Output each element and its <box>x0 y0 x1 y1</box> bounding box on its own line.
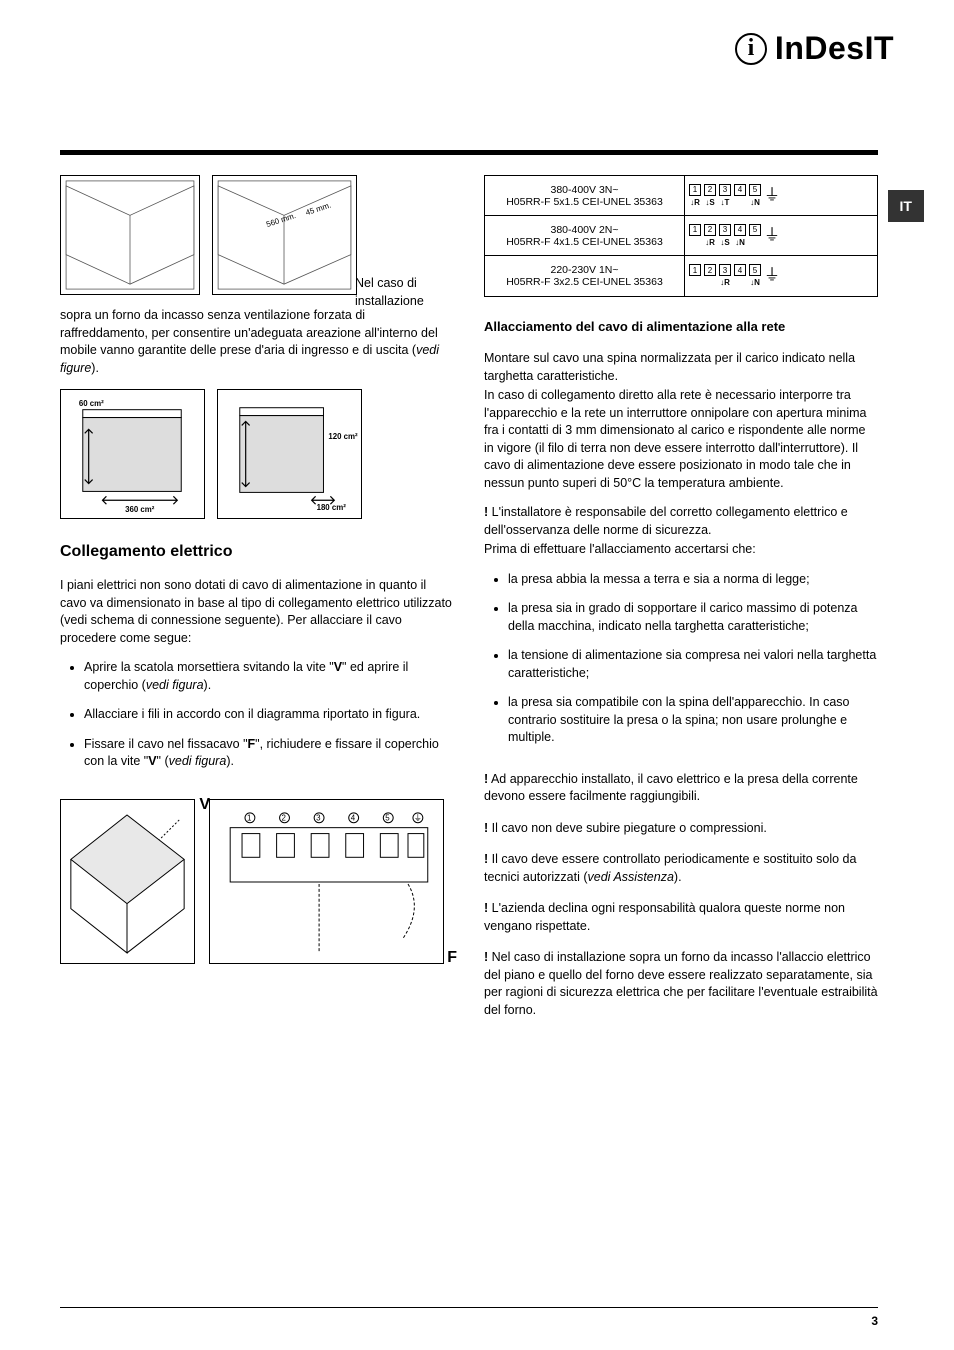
inline-caption: Nel caso di installazione <box>355 275 440 310</box>
figure-f-box: F 1 2 3 4 5 ⏚ <box>209 799 444 964</box>
left-column: 560 mm. 45 mm. Nel caso di installazione… <box>60 175 454 1300</box>
svg-text:3: 3 <box>316 813 321 822</box>
ground-icon: ⏚ <box>764 228 780 244</box>
brand-logo: i InDesIT <box>735 30 894 67</box>
figure-cabinet-2: 560 mm. 45 mm. <box>212 175 357 295</box>
warn-2: ! Ad apparecchio installato, il cavo ele… <box>484 771 878 806</box>
label-f: F <box>447 949 457 967</box>
svg-text:360 cm²: 360 cm² <box>125 505 155 514</box>
right-para1: Montare sul cavo una spina normalizzata … <box>484 350 878 385</box>
svg-text:4: 4 <box>351 813 356 822</box>
svg-text:2: 2 <box>282 813 286 822</box>
check-3: la tensione di alimentazione sia compres… <box>508 647 878 682</box>
svg-text:120 cm²: 120 cm² <box>328 432 358 441</box>
terminal: 4↓N <box>734 224 746 248</box>
sub-heading: Allacciamento del cavo di alimentazione … <box>484 319 878 334</box>
figures-row-2: 60 cm² 360 cm² 120 cm² 180 cm² <box>60 389 454 519</box>
warn-mark: ! <box>484 505 488 519</box>
check-1: la presa abbia la messa a terra e sia a … <box>508 571 878 589</box>
ground-icon: ⏚ <box>764 268 780 284</box>
terminal: 5↓N <box>749 264 761 288</box>
intro-paragraph: sopra un forno da incasso senza ventilaz… <box>60 307 454 377</box>
steps-list: Aprire la scatola morsettiera svitando l… <box>84 659 454 783</box>
language-badge: IT <box>888 190 924 222</box>
para-electrical-intro: I piani elettrici non sono dotati di cav… <box>60 577 454 647</box>
logo-text: InDesIT <box>775 30 894 67</box>
wiring-label: 380-400V 2N~H05RR-F 4x1.5 CEI-UNEL 35363 <box>485 216 685 255</box>
step-2: Allacciare i fili in accordo con il diag… <box>84 706 454 724</box>
check-2: la presa sia in grado di sopportare il c… <box>508 600 878 635</box>
page-number: 3 <box>871 1314 878 1328</box>
warn-3: ! Il cavo non deve subire piegature o co… <box>484 820 878 838</box>
check-intro: Prima di effettuare l'allacciamento acce… <box>484 541 878 559</box>
svg-text:60 cm²: 60 cm² <box>79 399 104 408</box>
v-f-figures: V F 1 2 3 4 5 ⏚ <box>60 799 454 964</box>
terminal: 1 <box>689 264 701 288</box>
terminal: 4 <box>734 184 746 208</box>
heading-electrical: Collegamento elettrico <box>60 543 454 561</box>
wiring-table: 380-400V 3N~H05RR-F 5x1.5 CEI-UNEL 35363… <box>484 175 878 297</box>
footer-divider <box>60 1307 878 1308</box>
figure-ventilation-1: 60 cm² 360 cm² <box>60 389 205 519</box>
logo-i-icon: i <box>735 33 767 65</box>
ground-icon: ⏚ <box>764 188 780 204</box>
terminal: 3↓S <box>719 224 731 248</box>
terminal: 2↓R <box>704 224 716 248</box>
wiring-diagram: 123↓R45↓N⏚ <box>685 256 877 296</box>
svg-text:⏚: ⏚ <box>414 813 422 822</box>
svg-text:180 cm²: 180 cm² <box>317 503 347 512</box>
figure-ventilation-2: 120 cm² 180 cm² <box>217 389 362 519</box>
check-4: la presa sia compatibile con la spina de… <box>508 694 878 747</box>
terminal: 1 <box>689 224 701 248</box>
wiring-row-1: 380-400V 2N~H05RR-F 4x1.5 CEI-UNEL 35363… <box>485 216 877 256</box>
terminal: 3↓T <box>719 184 731 208</box>
terminal: 3↓R <box>719 264 731 288</box>
top-divider <box>60 150 878 155</box>
wiring-diagram: 1↓R2↓S3↓T45↓N⏚ <box>685 176 877 215</box>
wiring-diagram: 12↓R3↓S4↓N5⏚ <box>685 216 877 255</box>
wiring-row-2: 220-230V 1N~H05RR-F 3x2.5 CEI-UNEL 35363… <box>485 256 877 296</box>
right-para2: In caso di collegamento diretto alla ret… <box>484 387 878 492</box>
figure-cabinet-1 <box>60 175 200 295</box>
warn-1: ! L'installatore è responsabile del corr… <box>484 504 878 539</box>
step-1: Aprire la scatola morsettiera svitando l… <box>84 659 454 694</box>
dim-45: 45 mm. <box>304 201 332 218</box>
wiring-row-0: 380-400V 3N~H05RR-F 5x1.5 CEI-UNEL 35363… <box>485 176 877 216</box>
intro-text: sopra un forno da incasso senza ventilaz… <box>60 308 438 357</box>
warn-5: ! L'azienda declina ogni responsabilità … <box>484 900 878 935</box>
figure-v-box: V <box>60 799 195 964</box>
page-content: 560 mm. 45 mm. Nel caso di installazione… <box>60 175 878 1300</box>
check-bullets: la presa abbia la messa a terra e sia a … <box>508 571 878 759</box>
terminal: 2↓S <box>704 184 716 208</box>
warn-6: ! Nel caso di installazione sopra un for… <box>484 949 878 1019</box>
warn-1-text: L'installatore è responsabile del corret… <box>484 505 848 537</box>
step-3: Fissare il cavo nel fissacavo "F", richi… <box>84 736 454 771</box>
right-column: 380-400V 3N~H05RR-F 5x1.5 CEI-UNEL 35363… <box>484 175 878 1300</box>
figures-row-1: 560 mm. 45 mm. Nel caso di installazione <box>60 175 454 295</box>
terminal: 1↓R <box>689 184 701 208</box>
svg-text:5: 5 <box>385 813 390 822</box>
wiring-label: 220-230V 1N~H05RR-F 3x2.5 CEI-UNEL 35363 <box>485 256 685 296</box>
wiring-label: 380-400V 3N~H05RR-F 5x1.5 CEI-UNEL 35363 <box>485 176 685 215</box>
intro-end: ). <box>91 361 99 375</box>
terminal: 4 <box>734 264 746 288</box>
terminal: 5 <box>749 224 761 248</box>
terminal: 2 <box>704 264 716 288</box>
terminal: 5↓N <box>749 184 761 208</box>
warn-4: ! Il cavo deve essere controllato period… <box>484 851 878 886</box>
svg-text:1: 1 <box>247 813 251 822</box>
